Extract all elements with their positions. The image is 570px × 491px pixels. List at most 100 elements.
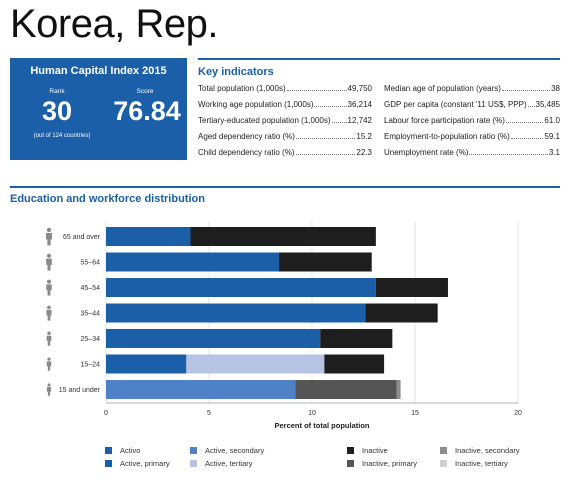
person-icon: [46, 279, 52, 296]
indicator-label: Labour force participation rate (%): [384, 116, 505, 125]
person-icon-body: [46, 387, 52, 396]
person-icon-body: [46, 361, 52, 371]
bar-segment: [295, 380, 397, 399]
indicator-value: 61.0: [544, 116, 560, 125]
leader-dots: [527, 101, 535, 107]
legend-label: Activo: [120, 446, 141, 455]
leader-dots: [295, 133, 356, 139]
key-indicators-left-column: Total population (1,000s) 49,750 Working …: [198, 84, 372, 164]
indicator-row: Employment-to-population ratio (%) 59.1: [384, 132, 560, 148]
legend-item: Inactive: [347, 446, 388, 455]
legend-item: Inactive, secondary: [440, 446, 520, 455]
x-axis-title: Percent of total population: [275, 421, 370, 430]
indicator-value: 59.1: [544, 132, 560, 141]
x-tick-label: 0: [104, 410, 108, 417]
indicator-label: GDP per capita (constant '11 US$, PPP): [384, 100, 527, 109]
person-icon-head: [47, 279, 51, 284]
bar-segment: [324, 354, 385, 374]
person-icon-body: [46, 310, 52, 321]
bar-segment: [106, 303, 366, 323]
x-tick-label: 10: [308, 410, 316, 417]
indicator-row: Child dependency ratio (%) 22.3: [198, 148, 372, 164]
indicator-value: 12,742: [347, 116, 372, 125]
indicator-label: Working age population (1,000s): [198, 100, 314, 109]
key-indicators-right-column: Median age of population (years) 38 GDP p…: [384, 84, 560, 164]
person-icon-head: [47, 331, 51, 336]
education-workforce-chart: 65 and over 55–64 45–54 35–44 25–34 15–24 15 a…: [46, 221, 522, 430]
page-title: Korea, Rep.: [10, 2, 218, 46]
person-icon: [46, 253, 52, 271]
indicator-label: Employment-to-population ratio (%): [384, 132, 510, 141]
leader-dots: [286, 85, 347, 91]
bar-segment: [279, 252, 372, 272]
indicator-label: Child dependency ratio (%): [198, 148, 295, 157]
bar-segment: [365, 303, 438, 323]
legend-swatch: [190, 447, 197, 454]
indicator-value: 35,485: [535, 100, 560, 109]
indicator-row: Tertiary-educated population (1,000s) 12,…: [198, 116, 372, 132]
leader-dots: [314, 101, 347, 107]
leader-dots: [469, 149, 548, 155]
x-tick-label: 5: [207, 410, 211, 417]
legend-item: Inactive, tertiary: [440, 459, 508, 468]
category-label: 25–34: [81, 336, 101, 343]
legend-label: Inactive, primary: [362, 459, 418, 468]
indicator-value: 49,750: [347, 84, 372, 93]
leader-dots: [331, 117, 347, 123]
bar-segment: [106, 354, 187, 374]
legend-item: Inactive, primary: [347, 459, 417, 468]
category-label: 35–44: [81, 311, 101, 318]
person-icon: [46, 331, 52, 346]
person-icon-body: [46, 284, 52, 296]
category-label: 15 and under: [59, 387, 101, 394]
legend-label: Active, primary: [120, 459, 170, 468]
legend-label: Active, secondary: [205, 446, 265, 455]
x-tick-label: 15: [411, 410, 419, 417]
person-icon: [46, 357, 52, 371]
bar-segment: [106, 252, 280, 272]
hci-title: Human Capital Index 2015: [30, 65, 167, 77]
legend-label: Inactive, secondary: [455, 446, 520, 455]
bar-segment: [106, 278, 376, 297]
indicator-value: 3.1: [548, 148, 560, 157]
indicator-row: Working age population (1,000s) 36,214: [198, 100, 372, 116]
legend-swatch: [105, 447, 112, 454]
person-icon-head: [46, 253, 52, 258]
indicator-value: 15.2: [356, 132, 372, 141]
person-icon-head: [47, 383, 51, 387]
legend-swatch: [347, 447, 354, 454]
section-title: Education and workforce distribution: [10, 193, 205, 205]
hci-panel: Human Capital Index 2015 Rank Score 30 7…: [10, 58, 187, 160]
key-indicators-rule: [198, 58, 560, 60]
person-icon: [46, 305, 52, 321]
category-label: 45–54: [81, 285, 101, 292]
hci-rank-label: Rank: [49, 88, 65, 95]
legend-swatch: [190, 460, 197, 467]
legend-label: Inactive, tertiary: [455, 459, 508, 468]
indicator-label: Median age of population (years): [384, 84, 501, 93]
person-icon-body: [46, 233, 52, 246]
indicator-row: Aged dependency ratio (%) 15.2: [198, 132, 372, 148]
legend-item: Activo: [105, 446, 140, 455]
indicator-value: 38: [551, 84, 560, 93]
bar-segment: [375, 278, 448, 297]
bar-segment: [106, 227, 191, 246]
indicator-row: Unemployment rate (%) 3.1: [384, 148, 560, 164]
person-icon-head: [47, 357, 51, 361]
hci-rank-value: 30: [41, 96, 73, 126]
indicator-row: GDP per capita (constant '11 US$, PPP) 35…: [384, 100, 560, 116]
leader-dots: [501, 85, 551, 91]
chart-legend: Activo Active, primary Active, secondary Ac…: [0, 446, 570, 476]
indicator-row: Median age of population (years) 38: [384, 84, 560, 100]
hci-score-label: Score: [136, 88, 154, 95]
person-icon-body: [46, 335, 52, 346]
bar-segment: [320, 329, 393, 348]
legend-swatch: [105, 460, 112, 467]
bar-segment: [396, 380, 401, 399]
bar-segment: [106, 380, 296, 399]
indicator-label: Aged dependency ratio (%): [198, 132, 295, 141]
person-icon-body: [46, 258, 52, 271]
indicator-label: Unemployment rate (%): [384, 148, 469, 157]
legend-item: Active, secondary: [190, 446, 264, 455]
person-icon-head: [46, 227, 52, 233]
